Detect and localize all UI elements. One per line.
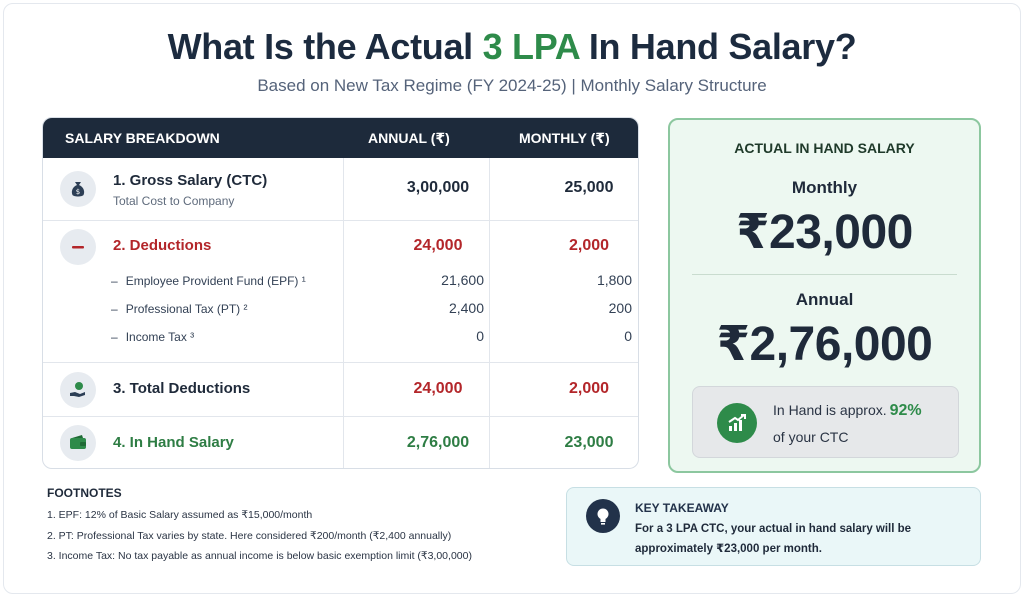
header-annual: ANNUAL (₹): [368, 130, 450, 146]
key-takeaway-box: KEY TAKEAWAY For a 3 LPA CTC, your actua…: [566, 487, 981, 566]
inhand-annual: 2,76,000: [406, 434, 470, 451]
total-monthly: 2,000: [568, 380, 610, 397]
hand-coin-icon: [60, 372, 96, 408]
approx-suffix: of your CTC: [773, 429, 849, 445]
takeaway-text: For a 3 LPA CTC, your actual in hand sal…: [635, 523, 912, 555]
summary-heading: ACTUAL IN HAND SALARY: [734, 140, 915, 156]
gross-annual: 3,00,000: [406, 179, 470, 196]
chart-up-icon: [717, 403, 757, 443]
inhand-summary-card: ACTUAL IN HAND SALARY Monthly ₹23,000 An…: [668, 118, 981, 473]
deductions-annual: 24,000: [413, 237, 463, 254]
table-row-inhand: 4. In Hand Salary 2,76,000 23,000: [43, 416, 638, 468]
inhand-monthly: 23,000: [564, 434, 614, 451]
column-divider: [343, 158, 344, 468]
column-divider: [489, 158, 490, 468]
salary-breakdown-table: SALARY BREAKDOWN ANNUAL (₹) MONTHLY (₹) …: [42, 117, 639, 469]
gross-monthly: 25,000: [564, 179, 614, 196]
deductions-label: 2. Deductions: [113, 237, 212, 254]
title-accent: 3 LPA: [482, 26, 580, 67]
pt-monthly: 200: [608, 300, 632, 316]
header-breakdown: SALARY BREAKDOWN: [65, 130, 220, 146]
header-monthly: MONTHLY (₹): [519, 130, 610, 146]
deductions-monthly: 2,000: [568, 237, 610, 254]
page-title: What Is the Actual 3 LPA In Hand Salary?: [0, 26, 1024, 68]
summary-divider: [692, 274, 957, 275]
table-row-deductions: 2. Deductions 24,000 2,000 – Employee Pro…: [43, 220, 638, 362]
table-header: SALARY BREAKDOWN ANNUAL (₹) MONTHLY (₹): [43, 118, 638, 158]
pt-label: – Professional Tax (PT) ²: [111, 302, 248, 316]
footnote-3: 3. Income Tax: No tax payable as annual …: [47, 550, 472, 562]
monthly-label: Monthly: [791, 178, 858, 197]
page-frame: [3, 3, 1021, 594]
pt-annual: 2,400: [448, 300, 484, 316]
lightbulb-icon: [586, 499, 620, 533]
wallet-icon: [60, 425, 96, 461]
title-text: What Is the Actual: [167, 26, 474, 67]
annual-label: Annual: [795, 290, 854, 309]
epf-monthly: 1,800: [596, 272, 632, 288]
income-tax-annual: 0: [476, 328, 484, 344]
title-text-end: In Hand Salary?: [588, 26, 857, 67]
footnotes-title: FOOTNOTES: [47, 486, 122, 500]
footnote-1: 1. EPF: 12% of Basic Salary assumed as ₹…: [47, 509, 313, 521]
svg-text:$: $: [76, 188, 80, 196]
total-deductions-label: 3. Total Deductions: [113, 380, 251, 397]
money-bag-icon: $: [60, 171, 96, 207]
epf-annual: 21,600: [441, 272, 484, 288]
approx-box: In Hand is approx. 92% of your CTC: [692, 386, 959, 458]
monthly-value: ₹23,000: [736, 206, 913, 259]
approx-percent: 92%: [889, 402, 922, 419]
table-row-total: 3. Total Deductions 24,000 2,000: [43, 362, 638, 416]
gross-salary-sub: Total Cost to Company: [113, 194, 235, 208]
page-subtitle: Based on New Tax Regime (FY 2024-25) | M…: [257, 76, 767, 95]
income-tax-monthly: 0: [624, 328, 632, 344]
inhand-label: 4. In Hand Salary: [113, 434, 234, 451]
minus-icon: [60, 229, 96, 265]
gross-salary-label: 1. Gross Salary (CTC): [113, 172, 268, 189]
table-row-gross: $ 1. Gross Salary (CTC) Total Cost to Co…: [43, 158, 638, 220]
epf-label: – Employee Provident Fund (EPF) ¹: [111, 274, 306, 288]
footnote-2: 2. PT: Professional Tax varies by state.…: [47, 530, 452, 542]
income-tax-label: – Income Tax ³: [111, 330, 195, 344]
approx-text: In Hand is approx. 92%: [773, 402, 922, 419]
takeaway-title: KEY TAKEAWAY: [635, 501, 729, 515]
annual-value: ₹2,76,000: [716, 318, 933, 371]
total-annual: 24,000: [413, 380, 463, 397]
